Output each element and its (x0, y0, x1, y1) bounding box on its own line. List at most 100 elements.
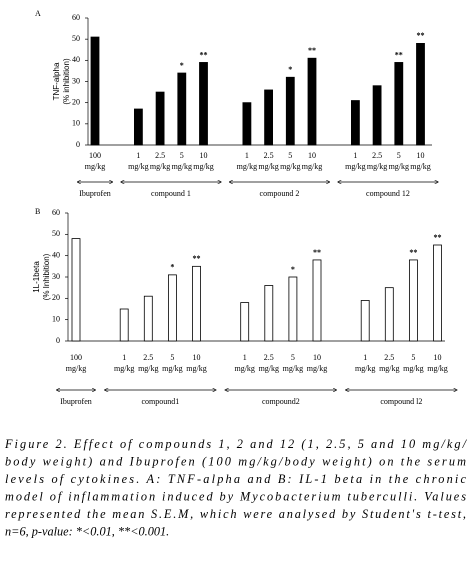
x-tick-label: 10 mg/kg (302, 151, 322, 171)
bar (192, 265, 201, 342)
x-tick-label-line: mg/kg (85, 162, 105, 171)
x-tick-label-line: mg/kg (193, 162, 213, 171)
x-tick-label-line: mg/kg (186, 364, 206, 373)
x-tick-label-line: mg/kg (114, 364, 134, 373)
bar (360, 300, 370, 342)
y-tick-label: 20 (52, 293, 60, 302)
x-tick-label-line: 10 (417, 151, 425, 160)
y-tick-label: 60 (72, 13, 80, 22)
x-tick-label-line: mg/kg (283, 364, 303, 373)
x-tick-label: 1 mg/kg (128, 151, 148, 171)
y-tick-label: 30 (72, 76, 80, 85)
x-tick-label: 2.5 mg/kg (259, 353, 279, 373)
x-tick-label-line: mg/kg (237, 162, 257, 171)
x-tick-label: 10 mg/kg (307, 353, 327, 373)
significance: * (291, 265, 295, 274)
x-tick-label-line: mg/kg (367, 162, 387, 171)
significance: ** (308, 46, 316, 55)
caption-line: model of inflammation induced by Mycobac… (5, 489, 466, 503)
x-tick-label-line: mg/kg (280, 162, 300, 171)
x-tick-label-line: 1 (245, 151, 249, 160)
x-tick-label-line: mg/kg (150, 162, 170, 171)
x-tick-label: 5 mg/kg (283, 353, 303, 373)
x-tick-label: 2.5 mg/kg (258, 151, 278, 171)
x-tick-label-line: 1 (363, 353, 367, 362)
x-tick-label: 2.5 mg/kg (367, 151, 387, 171)
x-tick-label-line: mg/kg (258, 162, 278, 171)
x-tick-label: 2.5 mg/kg (138, 353, 158, 373)
x-tick-label: 2.5 mg/kg (150, 151, 170, 171)
y-tick-label: 50 (52, 229, 60, 238)
x-tick-label: 1 mg/kg (234, 353, 254, 373)
x-tick-label-line: 5 (397, 151, 401, 160)
x-tick-label-line: 5 (288, 151, 292, 160)
x-tick-label: 10 mg/kg (410, 151, 430, 171)
x-tick-label-line: mg/kg (389, 162, 409, 171)
bar (372, 85, 382, 146)
bar (90, 36, 100, 146)
y-axis-label: TNF-alpha(% inhibition) (52, 58, 71, 105)
caption-line: represented the mean S.E.M, which were a… (5, 507, 466, 521)
significance: * (170, 263, 174, 272)
significance: ** (200, 50, 208, 59)
y-tick-label: 40 (52, 250, 60, 259)
bar (167, 274, 177, 342)
bar (288, 276, 298, 342)
bar (285, 76, 295, 146)
caption-line: body weight) and Ibuprofen (100 mg/kg/bo… (5, 454, 466, 468)
bar (433, 244, 442, 342)
group-label: compound 1 (151, 189, 191, 198)
bar (133, 108, 143, 146)
x-tick-label: 5 mg/kg (280, 151, 300, 171)
significance: * (288, 65, 292, 74)
x-tick-label-line: mg/kg (234, 364, 254, 373)
bar (264, 285, 274, 342)
bar (119, 308, 129, 342)
y-axis-label-line: 1L-1beta (32, 261, 41, 293)
significance: ** (434, 233, 442, 242)
x-tick-label-line: 100 (70, 353, 82, 362)
bar (155, 91, 165, 146)
y-tick-label: 50 (72, 34, 80, 43)
x-tick-label-line: mg/kg (172, 162, 192, 171)
x-tick-label-line: 5 (411, 353, 415, 362)
y-axis-label: 1L-1beta(% Inhibition) (32, 253, 51, 300)
y-tick-label: 40 (72, 55, 80, 64)
x-tick-label-line: mg/kg (355, 364, 375, 373)
x-tick-label-line: mg/kg (128, 162, 148, 171)
significance: * (180, 61, 184, 70)
x-tick-label-line: mg/kg (138, 364, 158, 373)
x-tick-label: 1 mg/kg (114, 353, 134, 373)
y-axis-label-line: TNF-alpha (52, 62, 61, 100)
x-tick-label-line: 1 (136, 151, 140, 160)
y-tick-label: 20 (72, 97, 80, 106)
x-tick-label-line: 1 (353, 151, 357, 160)
group-label: compound l2 (380, 397, 422, 406)
x-tick-label: 5 mg/kg (162, 353, 182, 373)
x-tick-label-line: mg/kg (410, 162, 430, 171)
y-tick-label: 0 (76, 140, 80, 149)
bar (199, 62, 208, 146)
group-label: compound2 (262, 397, 300, 406)
x-tick-label: 5 mg/kg (389, 151, 409, 171)
x-tick-label-line: mg/kg (307, 364, 327, 373)
x-tick-label-line: mg/kg (345, 162, 365, 171)
x-tick-label: 1 mg/kg (237, 151, 257, 171)
significance: ** (313, 248, 321, 257)
x-tick-label: 1 mg/kg (355, 353, 375, 373)
x-tick-label-line: 5 (180, 151, 184, 160)
x-tick-label-line: 10 (434, 353, 442, 362)
x-tick-label-line: 1 (122, 353, 126, 362)
bar (307, 57, 317, 146)
y-tick-label: 60 (52, 208, 60, 217)
y-axis-label-line: (% Inhibition) (42, 253, 51, 300)
y-tick-label: 30 (52, 272, 60, 281)
x-tick-label-line: mg/kg (403, 364, 423, 373)
x-tick-label: 100 mg/kg (66, 353, 86, 373)
x-tick-label-line: mg/kg (302, 162, 322, 171)
bar (350, 100, 360, 146)
significance: ** (417, 31, 425, 40)
caption-line: Figure 2. Effect of compounds 1, 2 and 1… (4, 437, 468, 451)
bar (416, 43, 425, 146)
